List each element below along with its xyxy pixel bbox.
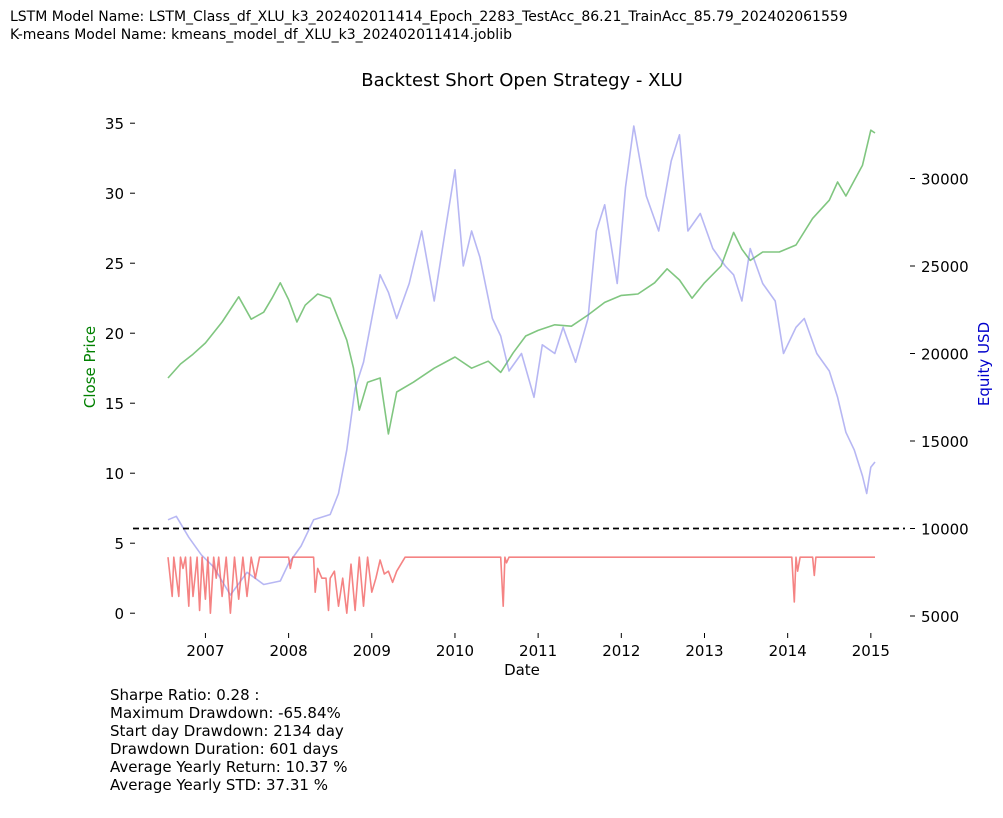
- x-tick-label: 2009: [353, 642, 391, 660]
- plot-series: [133, 125, 905, 615]
- x-tick-label: 2015: [852, 642, 890, 660]
- x-tick-label: 2012: [602, 642, 640, 660]
- left-y-tick-label: 15: [105, 395, 124, 413]
- chart-title: Backtest Short Open Strategy - XLU: [361, 70, 683, 91]
- right-y-tick-label: 20000: [921, 346, 969, 364]
- left-y-tick-label: 0: [114, 605, 124, 623]
- left-y-tick-label: 20: [105, 325, 124, 343]
- average-yearly-return: Average Yearly Return: 10.37 %: [110, 758, 348, 776]
- x-tick-label: 2013: [685, 642, 723, 660]
- right-y-tick-label: 10000: [921, 521, 969, 539]
- x-tick-label: 2010: [436, 642, 474, 660]
- x-tick-label: 2007: [186, 642, 224, 660]
- x-tick-label: 2014: [769, 642, 807, 660]
- left-y-axis: 0 5 10 15 20 25 30 35: [105, 115, 135, 623]
- left-y-axis-label: Close Price: [81, 326, 99, 408]
- right-y-tick-label: 15000: [921, 433, 969, 451]
- left-y-tick-label: 5: [114, 535, 124, 553]
- model-header: LSTM Model Name: LSTM_Class_df_XLU_k3_20…: [10, 8, 848, 44]
- x-tick-label: 2008: [270, 642, 308, 660]
- left-y-tick-label: 35: [105, 115, 124, 133]
- right-y-axis: 5000 10000 15000 20000 25000 30000: [910, 171, 969, 626]
- series-line-signal: [167, 556, 875, 615]
- right-y-axis-label: Equity USD: [975, 322, 993, 406]
- x-axis-label: Date: [504, 661, 540, 679]
- right-y-tick-label: 25000: [921, 258, 969, 276]
- drawdown-duration: Drawdown Duration: 601 days: [110, 740, 339, 758]
- right-y-tick-label: 5000: [921, 608, 959, 626]
- left-y-tick-label: 10: [105, 465, 124, 483]
- left-y-tick-label: 30: [105, 185, 124, 203]
- series-line-equity: [167, 125, 876, 596]
- kmeans-model-name: K-means Model Name: kmeans_model_df_XLU_…: [10, 27, 512, 43]
- series-line-close: [167, 129, 876, 435]
- performance-stats: Sharpe Ratio: 0.28 : Maximum Drawdown: -…: [110, 686, 348, 794]
- average-yearly-std: Average Yearly STD: 37.31 %: [110, 776, 328, 794]
- left-y-tick-label: 25: [105, 255, 124, 273]
- x-axis: 2007 2008 2009 2010 2011 2012 2013 2014 2015: [186, 633, 890, 660]
- start-day-drawdown: Start day Drawdown: 2134 day: [110, 722, 344, 740]
- sharpe-ratio: Sharpe Ratio: 0.28 :: [110, 686, 260, 704]
- lstm-model-name: LSTM Model Name: LSTM_Class_df_XLU_k3_20…: [10, 9, 848, 25]
- right-y-tick-label: 30000: [921, 171, 969, 189]
- x-tick-label: 2011: [519, 642, 557, 660]
- maximum-drawdown: Maximum Drawdown: -65.84%: [110, 704, 341, 722]
